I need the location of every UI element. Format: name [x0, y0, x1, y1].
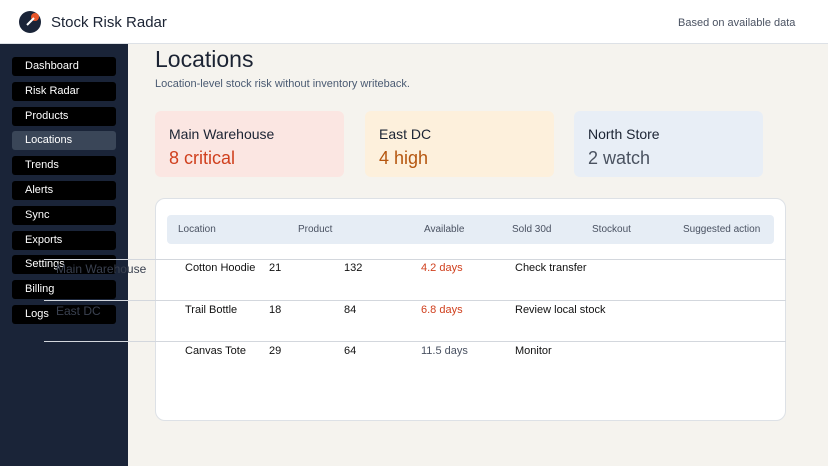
row-divider	[44, 300, 786, 301]
nav-item[interactable]: Exports	[12, 230, 116, 250]
card-name: North Store	[588, 126, 660, 142]
action-cell: Monitor	[515, 345, 552, 357]
nav-item[interactable]: Billing	[12, 280, 116, 300]
nav-item[interactable]: Sync	[12, 205, 116, 225]
card-name: East DC	[379, 126, 432, 142]
column-header: Suggested action	[683, 224, 761, 235]
header-note: Based on available data	[678, 17, 796, 29]
page-title: Locations	[155, 46, 254, 72]
nav-item[interactable]: Dashboard	[12, 57, 116, 76]
card-name: Main Warehouse	[169, 126, 275, 142]
nav-item[interactable]: Alerts	[12, 181, 116, 200]
column-header: Stockout	[592, 224, 631, 235]
product-cell: Trail Bottle	[185, 303, 238, 316]
card-status: 8 critical	[169, 148, 236, 168]
column-header: Location	[178, 224, 216, 235]
sold-cell: 84	[344, 303, 357, 316]
card: Main Warehouse 8 critical	[155, 111, 344, 177]
top-bar: Stock Risk Radar Based on available data	[0, 0, 828, 44]
card: North Store 2 watch	[574, 111, 763, 177]
row-divider	[44, 259, 786, 260]
card-status: 4 high	[379, 148, 429, 168]
sold-cell: 64	[344, 345, 357, 357]
nav-item[interactable]: Logs	[12, 305, 116, 324]
location-cell: East DC	[56, 303, 101, 318]
column-header: Sold 30d	[512, 224, 552, 235]
available-cell: 18	[269, 303, 282, 316]
page-subtitle: Location-level stock risk without invent…	[155, 78, 410, 90]
column-header: Available	[424, 224, 465, 235]
available-cell: 29	[269, 345, 282, 357]
action-cell: Check transfer	[515, 262, 587, 274]
stockout-cell: 11.5 days	[421, 345, 468, 357]
app-title: Stock Risk Radar	[51, 14, 167, 31]
stockout-cell: 4.2 days	[421, 262, 463, 274]
nav-item[interactable]: Products	[12, 106, 116, 126]
nav-item[interactable]: Risk Radar	[12, 81, 116, 101]
product-cell: Cotton Hoodie	[185, 262, 256, 274]
location-cell: Main Warehouse	[56, 262, 147, 276]
stockout-cell: 6.8 days	[421, 303, 463, 316]
row-divider	[44, 341, 786, 342]
card: East DC 4 high	[365, 111, 554, 177]
available-cell: 21	[269, 262, 282, 274]
action-cell: Review local stock	[515, 303, 606, 316]
table-header	[167, 215, 774, 244]
card-status: 2 watch	[588, 148, 651, 168]
nav-item[interactable]: Trends	[12, 156, 116, 176]
column-header: Product	[298, 224, 333, 235]
product-cell: Canvas Tote	[185, 345, 246, 357]
logo	[19, 11, 41, 33]
sold-cell: 132	[344, 262, 363, 274]
nav-item[interactable]: Locations	[12, 131, 116, 151]
nav-item[interactable]: Settings	[12, 255, 116, 275]
